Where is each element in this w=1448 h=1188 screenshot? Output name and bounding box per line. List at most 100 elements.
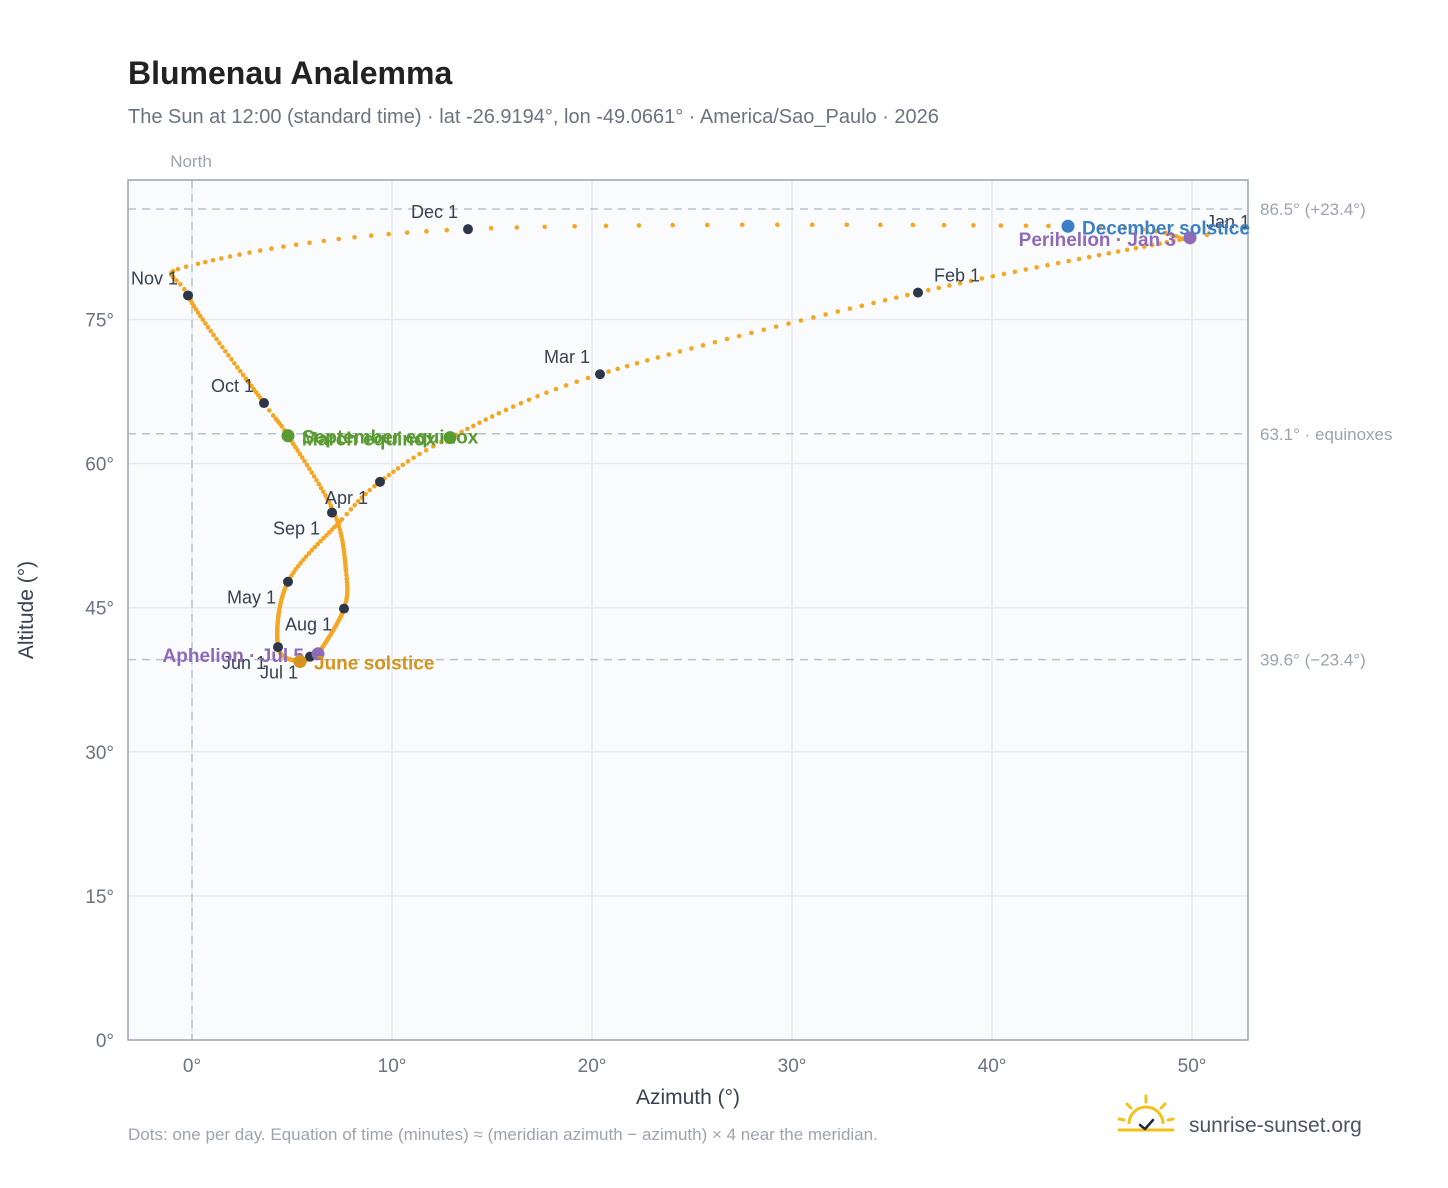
daily-dot (202, 259, 208, 265)
daily-dot (677, 349, 683, 354)
daily-dot (823, 312, 828, 317)
daily-dot (200, 317, 206, 322)
daily-dot (344, 579, 350, 585)
daily-dot (871, 300, 876, 306)
daily-dot (510, 404, 516, 409)
daily-dot (1177, 235, 1182, 240)
reference-lines: 86.5° (+23.4°) 63.1° · equinoxes 39.6° (−2… (128, 180, 1393, 1040)
daily-dot (666, 352, 672, 357)
daily-dot (1157, 241, 1163, 246)
reference-line-label: 86.5° (+23.4°) (1260, 200, 1366, 219)
daily-dot (544, 390, 549, 396)
daily-dot (1154, 228, 1159, 234)
reference-line-label: 63.1° · equinoxes (1260, 425, 1393, 444)
daily-dot (1163, 230, 1168, 236)
daily-dot (1133, 245, 1139, 251)
daily-dot (223, 348, 228, 354)
y-tick-label: 45° (85, 599, 114, 620)
daily-dot (724, 336, 730, 342)
month-label: Dec 1 (411, 202, 458, 222)
daily-dot (311, 474, 317, 479)
month-marker (183, 290, 193, 301)
daily-dot (644, 358, 650, 363)
daily-dot (326, 530, 332, 535)
y-tick-label: 15° (85, 887, 114, 908)
daily-dot (226, 353, 231, 358)
daily-dot (318, 538, 323, 544)
daily-dot (251, 386, 257, 392)
daily-dot (217, 340, 222, 346)
daily-dot (736, 333, 742, 339)
x-tick-label: 10° (378, 1056, 407, 1077)
daily-dot (273, 416, 279, 422)
daily-dot (368, 233, 374, 238)
event-label: September equinox (302, 428, 479, 449)
daily-dot (218, 256, 224, 261)
daily-dot (859, 303, 865, 309)
daily-dot (232, 361, 237, 366)
month-label: Nov 1 (131, 268, 178, 288)
daily-dot (1076, 256, 1082, 262)
daily-dot (386, 472, 392, 478)
daily-dot (336, 236, 342, 242)
event-marker (281, 429, 295, 443)
daily-dot (1141, 244, 1147, 249)
daily-dot (329, 527, 335, 532)
daily-dot (1055, 260, 1061, 266)
daily-dot (535, 393, 540, 399)
daily-dot (243, 376, 249, 382)
month-label: Aug 1 (285, 615, 332, 635)
event-marker (293, 654, 307, 668)
daily-dot (585, 375, 591, 381)
daily-dot (307, 466, 312, 471)
event-marker (311, 647, 325, 661)
plot-frame (127, 179, 1249, 1041)
daily-dot (844, 222, 850, 228)
month-marker (375, 476, 385, 487)
daily-dot (246, 380, 251, 385)
daily-dot (603, 223, 609, 229)
daily-dot (878, 222, 883, 228)
daily-dot (318, 485, 324, 491)
daily-dot (314, 477, 319, 483)
daily-dot (372, 483, 377, 489)
daily-dot (518, 400, 524, 406)
month-marker (283, 576, 293, 587)
daily-dot (335, 520, 341, 526)
event-marker (443, 431, 457, 445)
daily-dot (655, 355, 661, 360)
daily-dot (183, 264, 189, 270)
daily-dot (178, 282, 183, 287)
daily-dot (325, 496, 330, 502)
y-axis-ticks: 0° 15° 30° 45° 60° 75° (85, 310, 114, 1052)
month-label: Jan 1 (1206, 212, 1250, 232)
chart-subtitle: The Sun at 12:00 (standard time) · lat -… (128, 106, 939, 128)
daily-dot (775, 222, 780, 228)
daily-dot (367, 487, 373, 493)
x-tick-label: 50° (1178, 1056, 1207, 1077)
x-tick-label: 0° (183, 1056, 201, 1077)
daily-dot (235, 365, 240, 370)
daily-dot (359, 495, 365, 500)
daily-dot (304, 462, 310, 468)
daily-dot (391, 469, 396, 475)
daily-dot (704, 222, 710, 228)
daily-dot (1096, 252, 1102, 258)
daily-dot (175, 266, 181, 272)
daily-dot (352, 502, 357, 508)
daily-dot (211, 332, 216, 338)
daily-dot (195, 261, 201, 267)
daily-dot (344, 572, 349, 578)
month-marker (339, 603, 349, 614)
daily-dot (1124, 247, 1130, 253)
daily-dot (299, 455, 305, 460)
daily-dot (471, 423, 476, 429)
daily-dot (309, 470, 315, 475)
daily-dot (712, 339, 718, 345)
brand-name: sunrise-sunset.org (1189, 1114, 1362, 1137)
daily-dot (459, 429, 464, 435)
daily-dot (835, 309, 841, 314)
daily-dot (301, 557, 306, 563)
